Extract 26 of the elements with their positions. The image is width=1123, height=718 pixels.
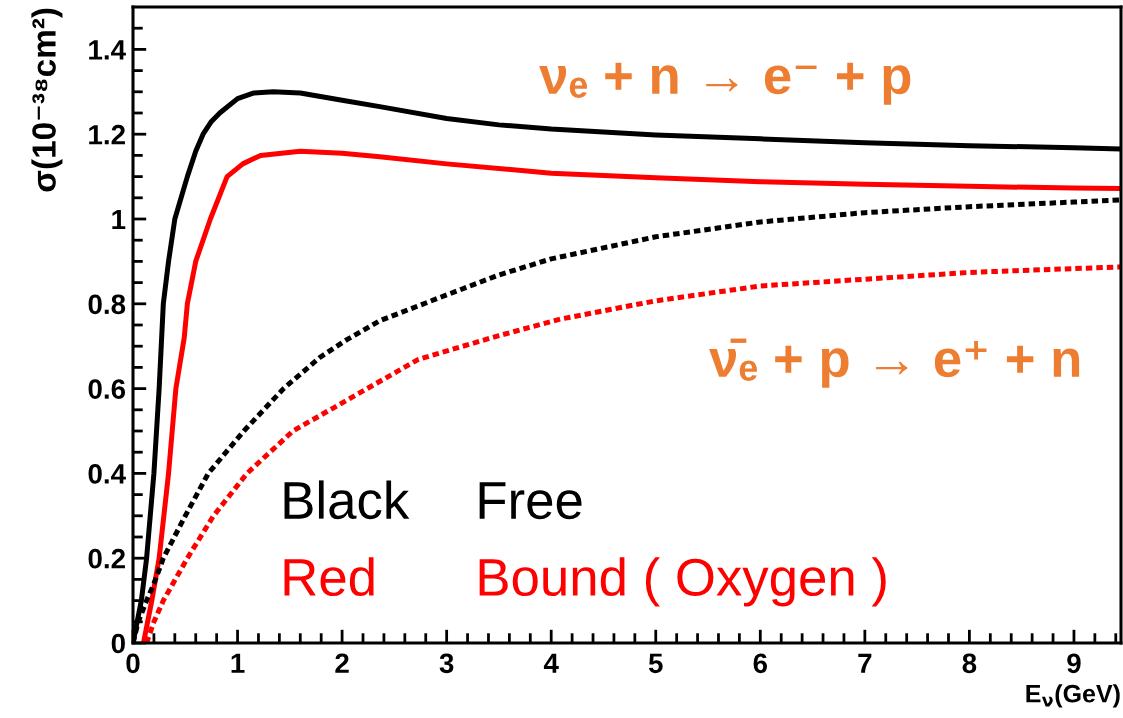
x-tick-label: 3 (439, 653, 454, 674)
y-tick-label: 0.4 (88, 464, 126, 484)
annotation: νₑ + n → e⁻ + p (539, 62, 911, 105)
y-tick-label: 1.4 (89, 40, 126, 60)
x-tick-label: 9 (1067, 653, 1081, 674)
y-tick-label: 1 (112, 209, 126, 230)
annotation: Bound ( Oxygen ) (479, 557, 886, 607)
annotation: Red (284, 557, 374, 597)
y-tick-label: 0.6 (88, 379, 126, 399)
x-tick-label: 0 (126, 653, 140, 674)
x-tick-label: 1 (231, 653, 245, 673)
x-tick-label: 2 (335, 653, 349, 673)
y-tick-label: 0.2 (88, 548, 125, 569)
y-axis-title: σ(10⁻³⁸cm²) (31, 8, 63, 192)
x-tick-label: 6 (753, 653, 768, 674)
x-tick-label: 8 (962, 653, 977, 674)
x-tick-label: 5 (648, 653, 663, 674)
y-tick-label: 0.8 (88, 294, 126, 315)
y-tick-label: 0 (111, 633, 125, 654)
x-tick-label: 4 (543, 653, 559, 673)
x-tick-label: 7 (858, 653, 872, 673)
y-tick-label: 1.2 (89, 124, 125, 145)
x-axis-title: E$_{ν}$(GeV) (1026, 684, 1120, 708)
annotation: ν̄ₑ + p → e⁺ + n (709, 338, 1080, 388)
annotation: Black (284, 480, 410, 520)
annotation: Free (479, 482, 582, 520)
